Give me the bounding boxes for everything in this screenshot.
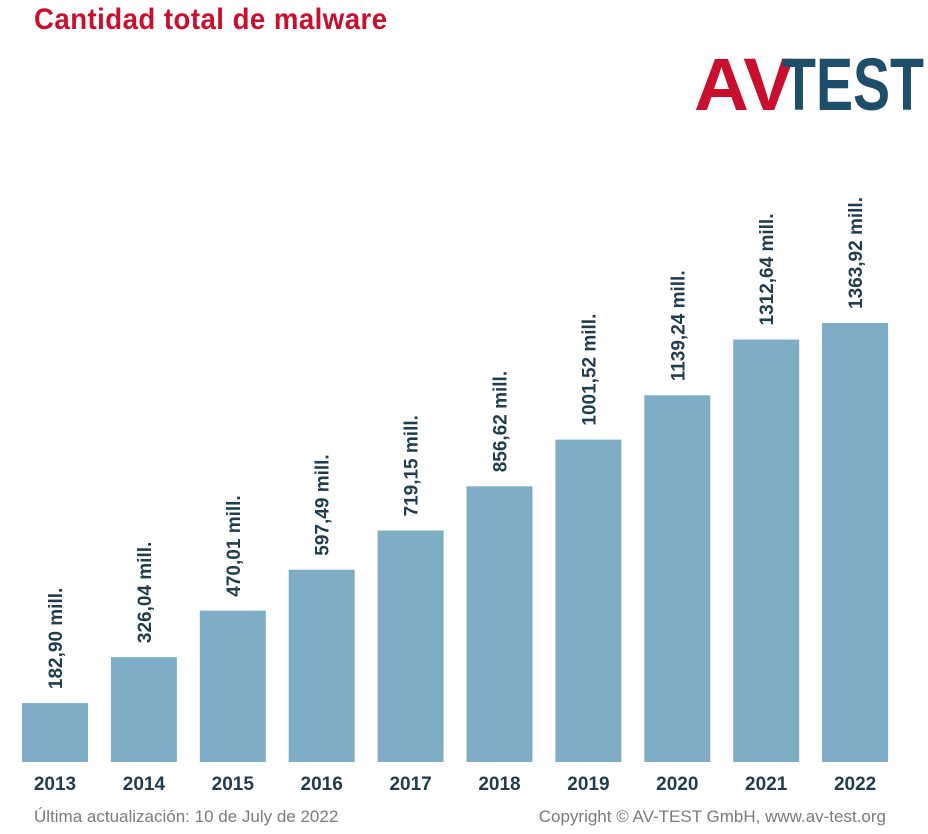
chart-title: Cantidad total de malware: [34, 3, 388, 36]
bar-value-label: 1312,64 mill.: [757, 214, 778, 326]
bar-2013: [22, 703, 88, 762]
bar-2019: [555, 439, 622, 762]
copyright-note: Copyright © AV-TEST GmbH, www.av-test.or…: [538, 807, 886, 826]
bar-value-label: 856,62 mill.: [491, 371, 512, 472]
bar-2016: [288, 569, 355, 762]
bar-2021: [733, 339, 800, 762]
bar-value-label: 326,04 mill.: [135, 542, 156, 643]
x-tick-label: 2016: [301, 774, 343, 795]
bar-value-label: 470,01 mill.: [224, 495, 245, 596]
bar-2014: [110, 657, 177, 762]
bar-value-label: 1001,52 mill.: [579, 314, 600, 426]
x-tick-label: 2017: [389, 774, 431, 795]
bar-value-label: 182,90 mill.: [46, 588, 67, 689]
svg-text:AV: AV: [694, 56, 794, 112]
x-tick-label: 2013: [34, 774, 76, 795]
bar-value-label: 719,15 mill.: [402, 415, 423, 516]
av-test-logo: AV TEST: [694, 56, 924, 112]
bar-value-label: 1139,24 mill.: [668, 270, 689, 381]
bar-2022: [822, 323, 889, 762]
bar-value-label: 1363,92 mill.: [846, 197, 867, 309]
x-tick-label: 2018: [478, 774, 520, 795]
x-tick-label: 2015: [212, 774, 255, 795]
bar-2018: [466, 486, 533, 762]
x-tick-label: 2014: [123, 774, 166, 795]
x-tick-label: 2020: [656, 774, 698, 795]
x-tick-label: 2022: [834, 774, 876, 795]
x-tick-label: 2019: [567, 774, 609, 795]
bar-2017: [377, 530, 444, 762]
bar-value-label: 597,49 mill.: [313, 454, 334, 555]
bar-2015: [199, 610, 266, 762]
svg-text:TEST: TEST: [782, 56, 924, 112]
last-updated-note: Última actualización: 10 de July de 2022: [34, 807, 339, 826]
x-tick-label: 2021: [745, 774, 788, 795]
bar-2020: [644, 395, 711, 762]
